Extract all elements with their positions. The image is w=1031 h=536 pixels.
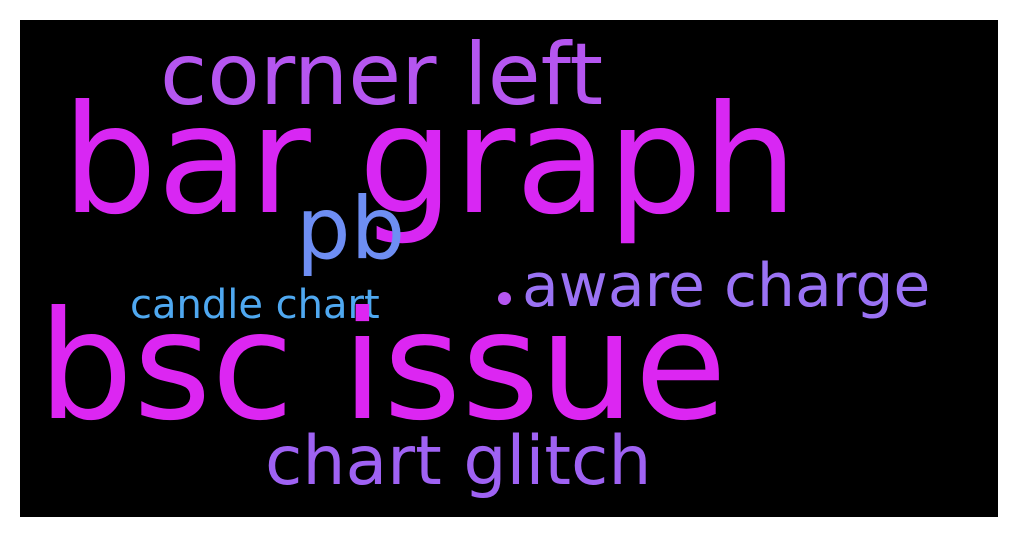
decorative-dot: [498, 292, 511, 305]
word-chart-glitch: chart glitch: [265, 422, 652, 501]
word-corner-left: corner left: [160, 25, 604, 125]
word-pb: pb: [296, 179, 406, 279]
word-aware-charge: aware charge: [522, 251, 931, 321]
word-bar-graph: bar graph: [62, 74, 798, 248]
word-bsc-issue: bsc issue: [38, 280, 727, 454]
word-candle-chart: candle chart: [130, 282, 380, 328]
word-cloud: corner left bar graph pb aware charge ca…: [20, 20, 998, 517]
